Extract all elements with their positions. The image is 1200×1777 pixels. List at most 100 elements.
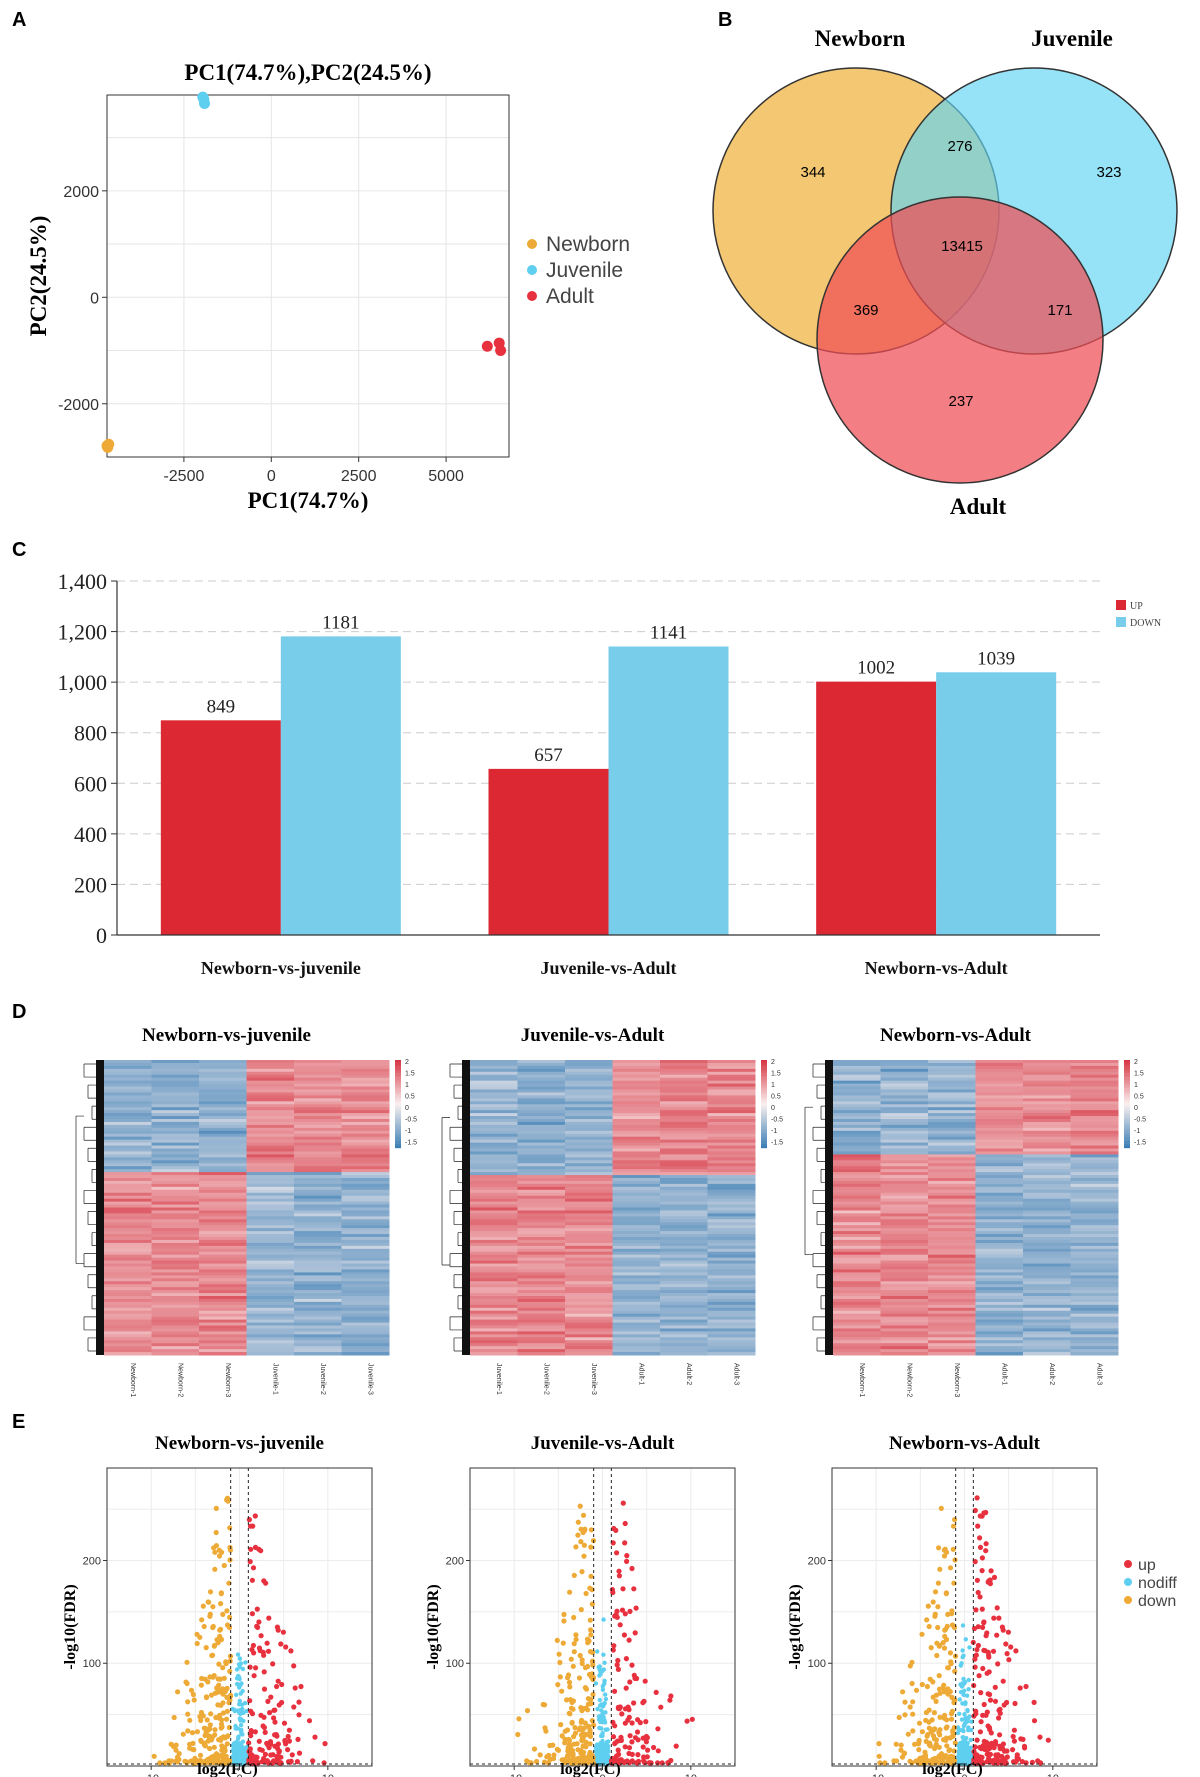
heatmap-cell: [470, 1331, 518, 1335]
heatmap-cell: [565, 1133, 613, 1138]
volcano-1: Newborn-vs-juvenile-10010100200log2(FC)-…: [62, 1433, 373, 1777]
heatmap-cell: [104, 1290, 152, 1294]
volcano-point-up: [292, 1685, 298, 1691]
volcano-point-down: [204, 1717, 210, 1723]
volcano-point-up: [635, 1752, 641, 1758]
heatmap-cell: [880, 1334, 929, 1338]
volcano-point-nodiff: [236, 1675, 242, 1680]
heatmap-cell: [565, 1346, 613, 1350]
heatmap-cell: [880, 1313, 929, 1318]
heatmap-cell: [565, 1116, 613, 1120]
heatmap-cell: [612, 1287, 661, 1291]
heatmap-cell: [294, 1089, 342, 1093]
heatmap-cell: [565, 1213, 613, 1217]
heatmap-cell: [151, 1260, 200, 1265]
heatmap-cell: [1070, 1334, 1119, 1338]
heatmap-cell: [1070, 1139, 1119, 1144]
heatmap-cell: [1023, 1281, 1071, 1285]
dendrogram-leaves: [825, 1060, 833, 1355]
heatmap-cell: [151, 1307, 200, 1312]
volcano-point-down: [187, 1717, 193, 1723]
heatmap-cell: [880, 1298, 929, 1303]
venn-count-adult-only: 237: [948, 393, 973, 410]
heatmap-cell: [104, 1346, 152, 1350]
heatmap-cell: [104, 1251, 152, 1256]
volcano-point-down: [945, 1611, 951, 1617]
heatmap-cell: [612, 1080, 661, 1085]
heatmap-cell: [294, 1201, 342, 1206]
heatmap-cell: [1023, 1346, 1071, 1350]
volcano-point-nodiff: [965, 1708, 970, 1714]
heatmap-cell: [151, 1092, 200, 1096]
heatmap-cell: [707, 1284, 756, 1288]
volcano-y-tick-label: 100: [83, 1658, 101, 1670]
heatmap-cell: [1023, 1293, 1071, 1297]
heatmap-cell: [707, 1248, 756, 1253]
volcano-point-nodiff: [600, 1687, 606, 1693]
volcano-point-up: [991, 1615, 997, 1621]
volcano-title: Newborn-vs-juvenile: [155, 1433, 324, 1454]
heatmap-cell: [517, 1325, 566, 1329]
heatmap-cell: [517, 1275, 566, 1279]
volcano-point-nodiff: [962, 1751, 967, 1756]
heatmap-cell: [660, 1198, 708, 1203]
heatmap-cell: [975, 1239, 1024, 1244]
heatmap-cell: [517, 1113, 566, 1117]
heatmap-cell: [246, 1157, 295, 1161]
heatmap-cell: [294, 1133, 342, 1138]
venn-label-juvenile: Juvenile: [1031, 26, 1113, 51]
heatmap-cell: [470, 1245, 518, 1250]
heatmap-cell: [975, 1139, 1024, 1144]
heatmap-cell: [294, 1065, 342, 1070]
volcano-point-down: [221, 1675, 227, 1681]
volcano-point-up: [668, 1693, 674, 1699]
volcano-point-down: [213, 1543, 219, 1549]
heatmap-cell: [199, 1307, 247, 1312]
heatmap-cell: [104, 1086, 152, 1090]
heatmap-cell: [246, 1121, 295, 1126]
volcano-point-up: [270, 1752, 276, 1758]
heatmap-cell: [565, 1062, 613, 1067]
dendrogram-branch: [449, 1316, 464, 1331]
heatmap-cell: [1070, 1319, 1119, 1324]
heatmap-cell: [565, 1242, 613, 1247]
heatmap-cell: [104, 1319, 152, 1324]
heatmap-cell: [880, 1293, 929, 1297]
heatmap-cell: [707, 1251, 756, 1256]
heatmap-cell: [104, 1107, 152, 1111]
volcano-point-down: [942, 1712, 948, 1718]
heatmap-cell: [833, 1340, 881, 1344]
heatmap-cell: [660, 1101, 708, 1105]
heatmap-cell: [880, 1231, 929, 1235]
heatmap-cell: [975, 1189, 1024, 1194]
volcano-point-nodiff: [598, 1733, 604, 1739]
heatmap-cell: [707, 1089, 756, 1093]
volcano-point-down: [936, 1753, 942, 1759]
heatmap-cell: [565, 1316, 613, 1321]
heatmap-cell: [1070, 1328, 1119, 1332]
heatmap-cell: [565, 1245, 613, 1250]
volcano-point-up: [259, 1759, 265, 1765]
heatmap-colorscale-band: [395, 1139, 401, 1142]
heatmap-cell: [707, 1272, 756, 1276]
heatmap-title: Newborn-vs-juvenile: [142, 1025, 311, 1046]
volcano-point-down: [950, 1546, 956, 1552]
volcano-point-down: [579, 1734, 585, 1740]
heatmap-cell: [928, 1310, 976, 1315]
heatmap-cell: [470, 1077, 518, 1082]
heatmap-cell: [928, 1080, 976, 1085]
heatmap-cell: [151, 1175, 200, 1179]
heatmap-cell: [294, 1127, 342, 1132]
volcano-x-tick-label: -10: [506, 1773, 522, 1777]
volcano-point-up: [644, 1735, 651, 1741]
heatmap-colorscale-band: [761, 1073, 767, 1076]
heatmap-cell: [975, 1101, 1024, 1105]
heatmap-cell: [565, 1104, 613, 1108]
heatmap-cell: [517, 1116, 566, 1120]
volcano-point-nodiff: [597, 1725, 602, 1731]
heatmap-cell: [199, 1098, 247, 1102]
heatmap-colorscale-band: [1124, 1062, 1130, 1065]
heatmap-cell: [517, 1331, 566, 1335]
heatmap-colorscale-band: [761, 1077, 767, 1080]
